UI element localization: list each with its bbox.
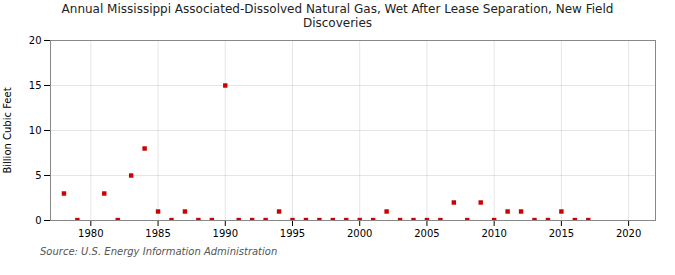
svg-text:2010: 2010 [481, 228, 506, 239]
svg-text:Billion Cubic Feet: Billion Cubic Feet [2, 87, 13, 173]
svg-text:2015: 2015 [549, 228, 574, 239]
svg-text:10: 10 [29, 125, 42, 136]
svg-text:20: 20 [29, 35, 42, 46]
svg-text:2000: 2000 [347, 228, 372, 239]
svg-text:1990: 1990 [213, 228, 238, 239]
svg-text:1980: 1980 [78, 228, 103, 239]
html-text:Source: U.S. Energy Informatio: Source: U.S. Energy Information Administ… [40, 246, 278, 257]
svg-text:1985: 1985 [145, 228, 170, 239]
svg-text:2005: 2005 [414, 228, 439, 239]
html-text:Annual Mississippi Associated-: Annual Mississippi Associated-Dissolved … [61, 2, 614, 30]
svg-text:5: 5 [35, 170, 41, 181]
svg-text:2020: 2020 [616, 228, 641, 239]
svg-text:0: 0 [35, 215, 41, 226]
svg-text:1995: 1995 [280, 228, 305, 239]
svg-text:15: 15 [29, 80, 42, 91]
